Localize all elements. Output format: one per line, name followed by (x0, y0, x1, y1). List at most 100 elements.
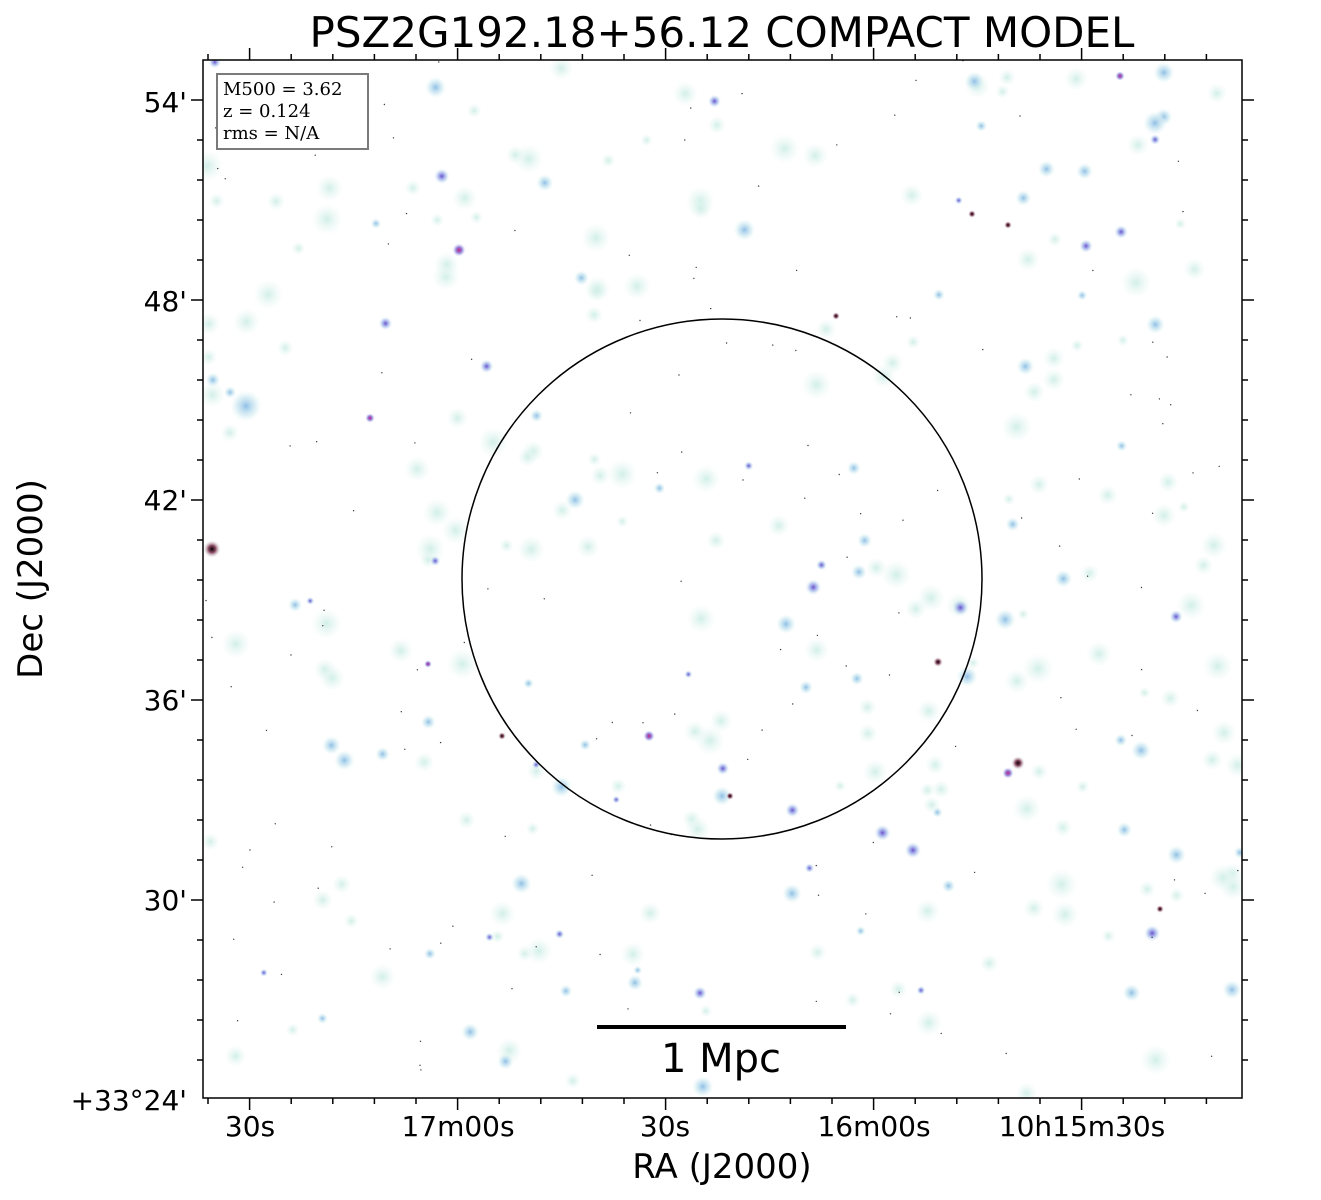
medium-source (421, 714, 436, 730)
faint-source (707, 115, 727, 135)
faint-source (422, 497, 452, 528)
faint-source (478, 427, 509, 458)
noise-point (1170, 404, 1172, 406)
faint-source (1116, 333, 1130, 347)
noise-point (1182, 210, 1184, 213)
noise-point (859, 513, 862, 515)
noise-point (290, 654, 292, 656)
faint-source (808, 943, 827, 962)
noise-point (898, 612, 900, 614)
bright-source (429, 555, 441, 567)
faint-source (490, 929, 505, 944)
faint-source (1012, 794, 1041, 823)
faint-source (452, 185, 478, 211)
noise-point (249, 849, 251, 851)
faint-source (1140, 1044, 1172, 1076)
faint-source (203, 348, 218, 366)
faint-source (691, 464, 721, 494)
plot-frame (202, 59, 1243, 1099)
noise-point (695, 266, 697, 269)
faint-source (430, 213, 445, 227)
noise-point (211, 636, 213, 639)
noise-point (1058, 545, 1061, 547)
noise-point (629, 412, 632, 414)
noise-point (241, 866, 244, 868)
faint-source (505, 145, 525, 165)
faint-source (601, 153, 616, 168)
medium-source (334, 749, 355, 771)
noise-point (1019, 115, 1021, 117)
noise-point (1166, 356, 1168, 358)
noise-point (1078, 478, 1081, 480)
noise-point (680, 580, 682, 582)
faint-source (844, 992, 861, 1008)
noise-point (404, 748, 406, 750)
notable-source (365, 413, 375, 423)
noise-point (392, 137, 395, 139)
medium-source (855, 926, 866, 936)
noise-point (936, 489, 939, 492)
faint-source (1023, 897, 1045, 919)
noise-point (872, 841, 874, 844)
x-tick-label-17m00s: 17m00s (401, 1110, 514, 1143)
noise-point (982, 348, 984, 351)
noise-point (815, 1000, 817, 1003)
faint-source (208, 193, 225, 209)
noise-point (674, 713, 676, 715)
faint-source (995, 84, 1010, 99)
y-tick-label-24: +33°24' (71, 1084, 187, 1117)
faint-source (403, 455, 431, 483)
noise-point (400, 711, 402, 713)
noise-point (381, 372, 383, 374)
noise-point (463, 641, 465, 644)
x-axis-label: RA (J2000) (632, 1147, 811, 1187)
y-tick-label-48: 48' (144, 285, 187, 318)
noise-point (383, 103, 386, 106)
y-axis-label: Dec (J2000) (11, 479, 51, 679)
noise-point (452, 925, 454, 927)
noise-point (233, 938, 235, 940)
medium-source (424, 76, 447, 99)
faint-source (266, 192, 286, 211)
faint-source (499, 538, 514, 553)
x-tick-label-16m00s: 16m00s (817, 1110, 930, 1143)
faint-source (413, 751, 435, 773)
noise-point (747, 758, 749, 761)
faint-source (388, 637, 414, 664)
bright-source (874, 824, 891, 842)
noise-point (1210, 1055, 1213, 1058)
medium-source (932, 288, 945, 301)
noise-point (611, 721, 613, 724)
faint-source (469, 210, 484, 225)
medium-source (733, 218, 756, 241)
bright-source (1149, 134, 1161, 146)
faint-source (862, 759, 888, 785)
faint-source (203, 832, 220, 851)
noise-point (757, 185, 760, 187)
noise-point (595, 738, 598, 740)
faint-source (311, 203, 343, 236)
faint-source (1042, 347, 1066, 370)
faint-source (815, 318, 837, 340)
aperture-circle (461, 318, 983, 840)
info-box-line-rms: rms = N/A (223, 123, 320, 144)
noise-point (792, 703, 794, 705)
noise-point (1218, 465, 1220, 468)
faint-source (1047, 231, 1063, 247)
faint-source (881, 559, 912, 590)
faint-source (857, 723, 878, 744)
faint-source (689, 197, 713, 220)
faint-source (1080, 564, 1099, 583)
medium-source (497, 1053, 514, 1070)
noise-point (795, 269, 798, 272)
faint-source (615, 514, 629, 528)
noise-point (591, 874, 593, 876)
noise-point (1005, 1052, 1007, 1055)
noise-point (1173, 879, 1176, 881)
bright-source (554, 929, 565, 939)
notable-source (230, 390, 262, 422)
medium-source (511, 873, 532, 894)
noise-point (678, 374, 680, 376)
faint-source (285, 1022, 300, 1037)
